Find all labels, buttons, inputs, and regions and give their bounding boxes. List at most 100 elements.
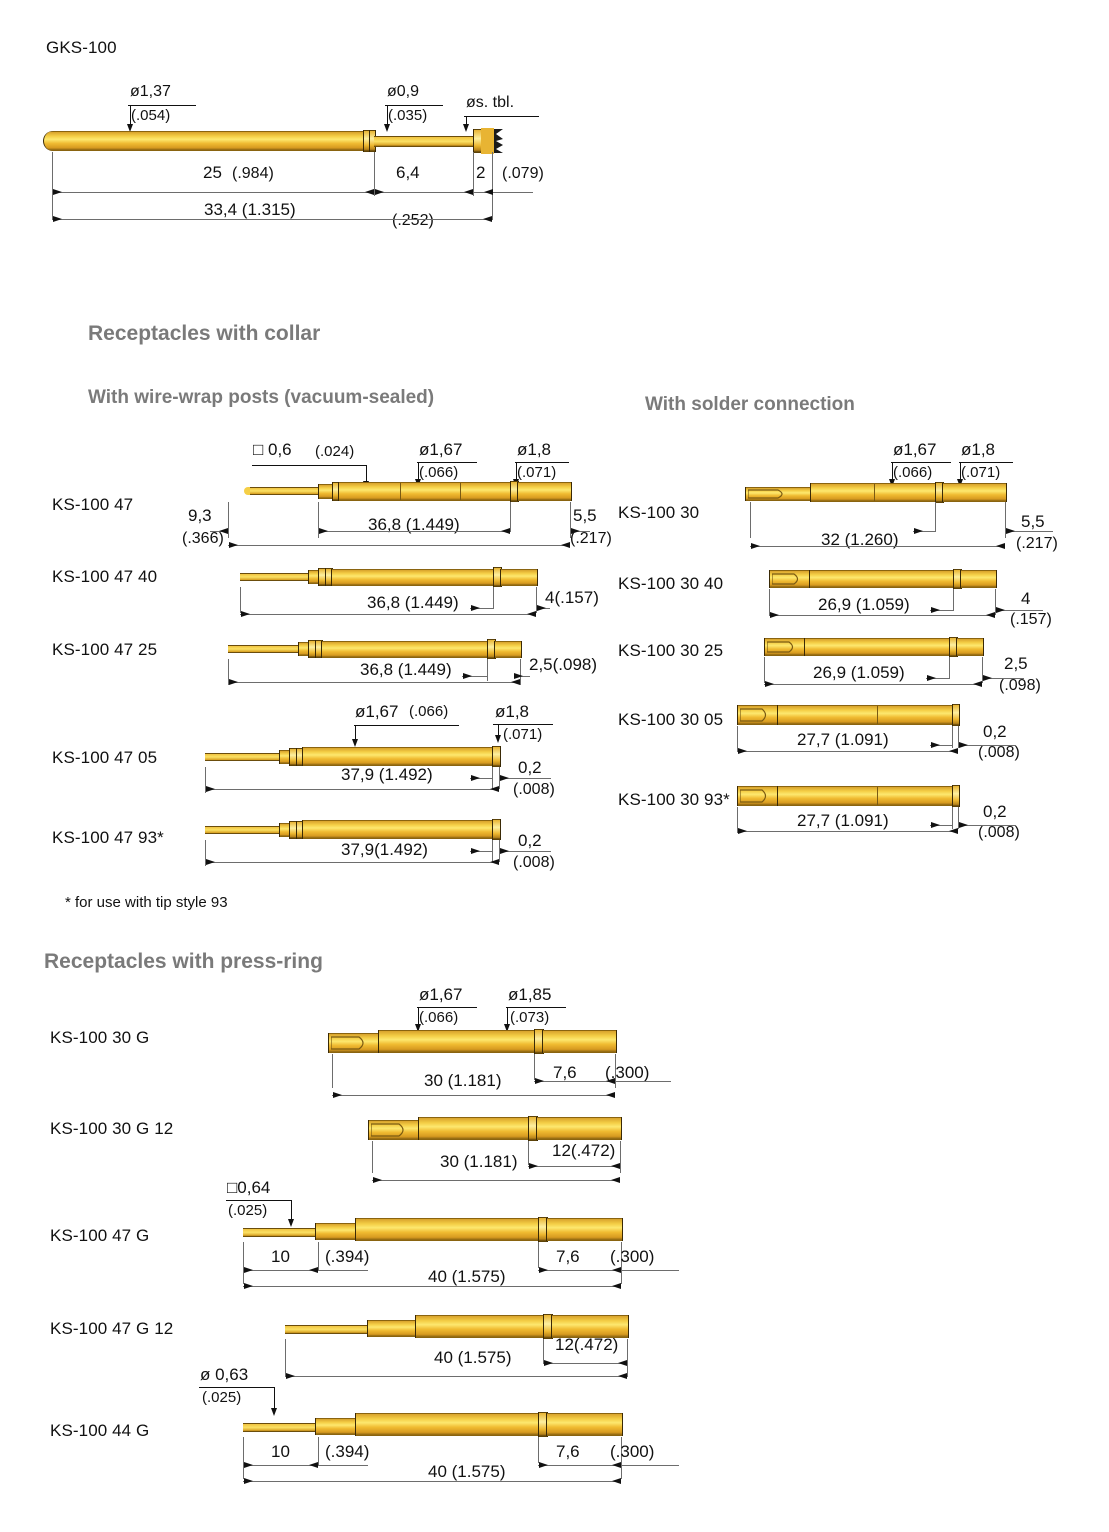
- sd-dia-collar-inch: (.071): [961, 464, 1001, 481]
- pr1-ar-a1: [535, 1078, 544, 1084]
- pr2-solder-slot-icon: [371, 1123, 404, 1137]
- sd5-ext-3: [958, 807, 959, 829]
- pr3-ext-3: [538, 1242, 539, 1268]
- pr2-ext-2: [528, 1141, 529, 1165]
- ww1-main-dim: 36,8 (1.449): [368, 515, 460, 534]
- pr-dia-body-inch: (.066): [419, 1009, 459, 1026]
- sd1-ext-1: [750, 502, 751, 538]
- ww3-right-dim: 2,5(.098): [529, 655, 598, 674]
- part-label-ks100-47-25: KS-100 47 25: [52, 640, 158, 659]
- ww4-leader-rule: [354, 725, 459, 726]
- ww5-ar-b2: [490, 859, 499, 865]
- ww4-wire-post: [205, 753, 279, 761]
- sd2-barrel: [809, 570, 955, 588]
- ww-dia-body-inch: (.066): [419, 464, 459, 481]
- pr5-left-dim-inch: (.394): [325, 1442, 370, 1461]
- leader-v-2: [387, 106, 388, 126]
- ww4-leader-rule-c: [493, 724, 553, 725]
- probe-len-total: 33,4 (1.315): [204, 200, 296, 219]
- ww1-ar-b1: [319, 528, 328, 534]
- sd1-ext-3: [1005, 502, 1006, 538]
- sd5-press-ring: [952, 785, 960, 807]
- probe-dia-head: ø1,37: [130, 83, 171, 100]
- pr3-ar-a2: [309, 1267, 318, 1273]
- pr3-ar-c2: [612, 1267, 621, 1273]
- part-label-ks100-30: KS-100 30: [618, 503, 700, 522]
- ww-leader-v-a: [366, 465, 367, 483]
- sd-leader-rule-b: [891, 462, 951, 463]
- ww2-dl-a: [470, 608, 493, 609]
- arrow-p3r: [484, 189, 493, 195]
- sd2-tail: [960, 570, 997, 588]
- part-label-ks100-30-05: KS-100 30 05: [618, 710, 724, 729]
- sd5-dl-a: [930, 825, 952, 826]
- ww-dia-collar-inch: (.071): [517, 464, 557, 481]
- pr3-leader-rule: [226, 1200, 292, 1201]
- ww1-ar-c2: [561, 542, 570, 548]
- ww4-ar-a: [471, 775, 480, 781]
- sd4-ext-1: [737, 726, 738, 752]
- ww1-dl-d: [570, 531, 590, 532]
- sd3-right-dim: 2,5: [1004, 654, 1028, 673]
- pr1-dl-c: [332, 1095, 615, 1096]
- pr4-shoulder: [367, 1320, 417, 1337]
- part-label-ks100-44-G: KS-100 44 G: [50, 1421, 150, 1440]
- pr3-shoulder: [315, 1223, 357, 1240]
- pr2-ar-a2: [611, 1163, 620, 1169]
- sd2-dl-a: [930, 610, 953, 611]
- sd4-ar-a: [931, 742, 940, 748]
- probe-len-head-inch: (.984): [232, 165, 274, 182]
- ww3-ext-2: [487, 659, 488, 681]
- pr4-dl-b: [285, 1376, 627, 1377]
- pr4-right-dim: 12(.472): [555, 1335, 619, 1354]
- ww2-ar-b2: [527, 611, 536, 617]
- ww3-ar-b2: [511, 679, 520, 685]
- dimline-p2: [374, 192, 473, 193]
- pr5-ar-e1: [244, 1478, 253, 1484]
- ww4-leader-v: [355, 726, 356, 741]
- pr2-ext-3: [620, 1141, 621, 1173]
- pr5-dl-b: [318, 1465, 368, 1466]
- sd2-dl-c: [995, 610, 1043, 611]
- sd1-ar-c: [1006, 528, 1015, 534]
- sd-dia-body: ø1,67: [893, 440, 937, 459]
- pr1-solder-slot-icon: [331, 1036, 364, 1050]
- sd3-ar-c: [983, 675, 992, 681]
- sd-dia-body-inch: (.066): [893, 464, 933, 481]
- ww3-ext-1: [228, 659, 229, 685]
- sd2-right-dim: 4: [1021, 589, 1031, 608]
- ww1-left-dim: 9,3: [188, 506, 212, 525]
- ww4-dl-a: [470, 778, 492, 779]
- ww-post-square: □ 0,6: [253, 440, 292, 459]
- ww1-ext-3: [510, 502, 511, 532]
- ww4-dl-b: [205, 789, 499, 790]
- ww4-barrel: [302, 747, 494, 766]
- ww2-right-dim: 4(.157): [545, 588, 599, 607]
- pr3-dl-b: [318, 1270, 368, 1271]
- pr1-ar-a2: [606, 1078, 615, 1084]
- ww5-main-dim: 37,9(1.492): [341, 840, 428, 859]
- sd3-dl-c: [982, 678, 1024, 679]
- sd2-ext-3: [995, 589, 996, 615]
- ww2-ar-b1: [241, 611, 250, 617]
- ww3-ext-3: [520, 659, 521, 685]
- heading-solder: With solder connection: [645, 394, 855, 415]
- ww2-tail: [500, 569, 538, 586]
- sd3-ar-b1: [765, 681, 774, 687]
- ww1-left-dim-inch: (.366): [182, 530, 224, 547]
- ext-line-p2: [374, 152, 375, 196]
- probe-plunger-shaft: [374, 136, 473, 147]
- sd5-main-dim: 27,7 (1.091): [797, 811, 889, 830]
- probe-dia-mid: ø0,9: [387, 83, 420, 100]
- pr4-ar-b2: [618, 1373, 627, 1379]
- sd2-dl-b: [769, 615, 995, 616]
- pr1-barrel: [378, 1030, 536, 1053]
- ww1-ext-1: [228, 502, 229, 538]
- pr-leader-v-b: [418, 1008, 419, 1026]
- sd2-ar-c: [996, 607, 1005, 613]
- ww4-dia-body: ø1,67: [355, 702, 399, 721]
- pr1-ar-c2: [606, 1092, 615, 1098]
- sd4-ar-c: [959, 742, 968, 748]
- pr5-ar-a2: [309, 1462, 318, 1468]
- ww5-dl-a: [470, 851, 492, 852]
